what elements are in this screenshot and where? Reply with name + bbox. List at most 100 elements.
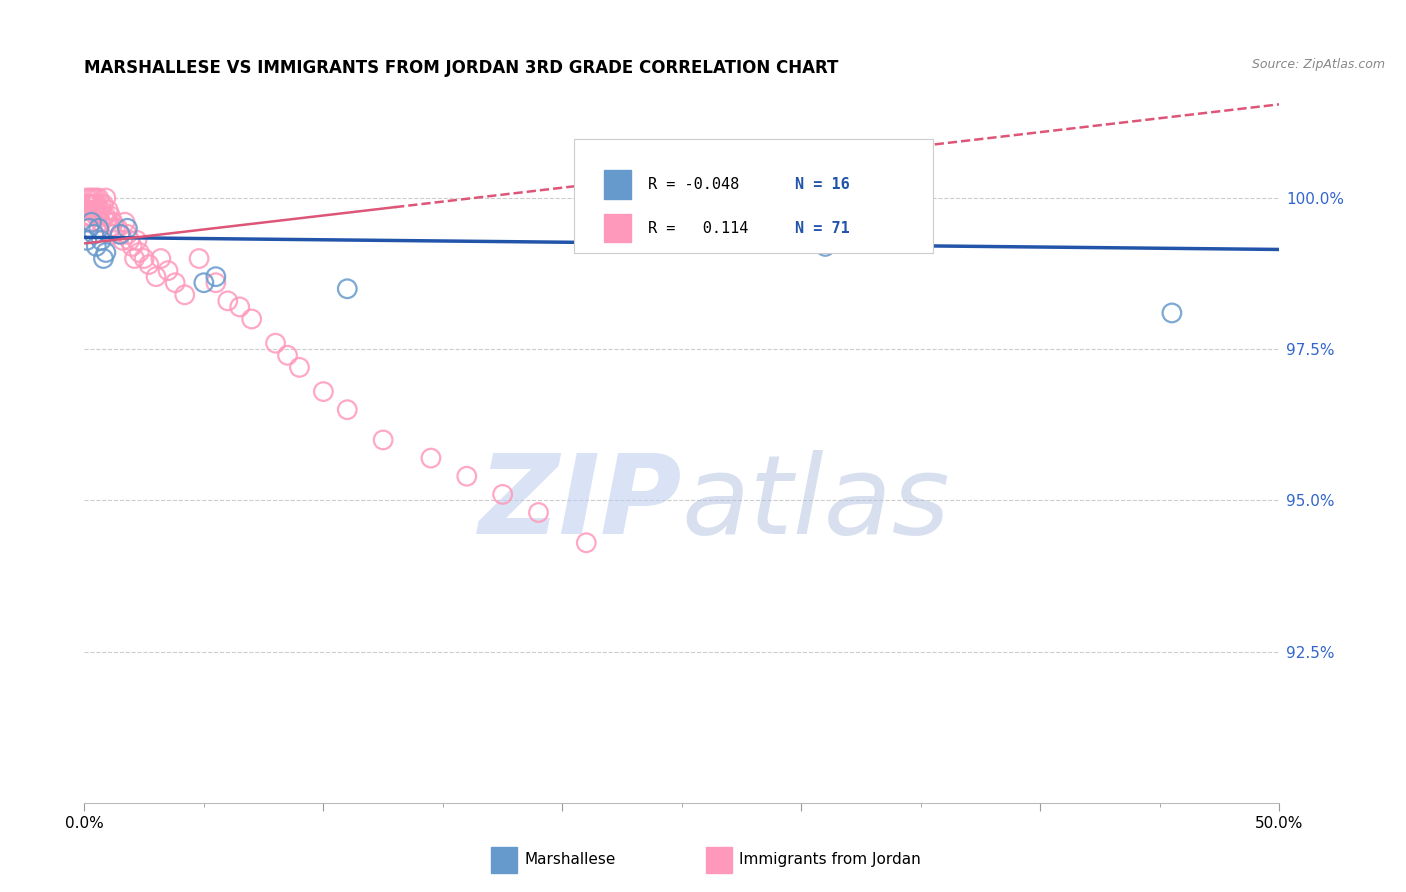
Point — [83, 203, 105, 218]
Point — [94, 191, 117, 205]
Point — [94, 209, 117, 223]
Point — [97, 203, 120, 218]
Point — [118, 233, 141, 247]
FancyBboxPatch shape — [605, 214, 630, 243]
Point — [336, 402, 359, 417]
FancyBboxPatch shape — [575, 139, 934, 253]
Point — [205, 276, 228, 290]
Point — [110, 227, 132, 242]
Point — [76, 203, 98, 218]
Point — [336, 282, 359, 296]
Point — [76, 191, 98, 205]
Point — [110, 227, 132, 242]
Point — [264, 336, 287, 351]
Point — [138, 258, 160, 272]
Point — [456, 469, 478, 483]
Point — [93, 252, 115, 266]
Point — [90, 197, 112, 211]
Y-axis label: 3rd Grade: 3rd Grade — [0, 408, 7, 484]
Point — [188, 252, 211, 266]
Point — [101, 227, 124, 242]
Point — [77, 191, 100, 205]
Point — [205, 269, 228, 284]
Point — [575, 535, 598, 549]
Point — [83, 227, 105, 242]
Point — [83, 191, 105, 205]
Point — [229, 300, 252, 314]
Point — [132, 252, 156, 266]
Point — [87, 209, 110, 223]
Point — [77, 209, 100, 223]
Point — [80, 209, 103, 223]
Point — [128, 245, 150, 260]
Point — [86, 239, 108, 253]
Text: Marshallese: Marshallese — [524, 853, 616, 867]
Point — [80, 203, 103, 218]
Text: N = 71: N = 71 — [796, 220, 851, 235]
Point — [86, 203, 108, 218]
Point — [83, 197, 105, 211]
Point — [90, 203, 112, 218]
Point — [76, 197, 98, 211]
FancyBboxPatch shape — [491, 847, 517, 872]
Point — [288, 360, 311, 375]
Point — [100, 221, 122, 235]
Point — [76, 233, 98, 247]
FancyBboxPatch shape — [706, 847, 733, 872]
Point — [100, 209, 122, 223]
Text: MARSHALLESE VS IMMIGRANTS FROM JORDAN 3RD GRADE CORRELATION CHART: MARSHALLESE VS IMMIGRANTS FROM JORDAN 3R… — [84, 59, 839, 77]
Point — [117, 227, 139, 242]
Point — [90, 233, 112, 247]
Point — [420, 451, 443, 466]
Point — [157, 263, 180, 277]
Point — [87, 203, 110, 218]
Point — [527, 506, 550, 520]
Point — [149, 252, 172, 266]
Point — [165, 276, 187, 290]
Point — [193, 276, 215, 290]
Point — [125, 233, 148, 247]
Point — [86, 197, 108, 211]
Text: Source: ZipAtlas.com: Source: ZipAtlas.com — [1251, 58, 1385, 71]
Point — [114, 215, 136, 229]
Point — [173, 288, 195, 302]
Point — [240, 312, 263, 326]
Point — [111, 233, 134, 247]
Point — [492, 487, 515, 501]
Text: Immigrants from Jordan: Immigrants from Jordan — [740, 853, 921, 867]
Text: R = -0.048: R = -0.048 — [648, 177, 740, 192]
Point — [86, 209, 108, 223]
Point — [121, 239, 143, 253]
Point — [80, 197, 103, 211]
Point — [76, 215, 98, 229]
Point — [277, 348, 299, 362]
Point — [77, 197, 100, 211]
Point — [107, 221, 129, 235]
Point — [97, 215, 120, 229]
Point — [77, 203, 100, 218]
Point — [77, 221, 100, 235]
Point — [90, 215, 112, 229]
Text: N = 16: N = 16 — [796, 177, 851, 192]
Text: ZIP: ZIP — [478, 450, 682, 557]
Point — [1161, 306, 1184, 320]
Point — [373, 433, 395, 447]
Point — [104, 221, 127, 235]
Point — [80, 215, 103, 229]
Text: atlas: atlas — [682, 450, 950, 557]
Point — [76, 209, 98, 223]
Point — [145, 269, 167, 284]
Point — [814, 239, 837, 253]
Point — [117, 221, 139, 235]
Point — [101, 215, 124, 229]
Point — [93, 197, 115, 211]
Point — [80, 215, 103, 229]
Point — [93, 209, 115, 223]
Point — [217, 293, 239, 308]
Point — [86, 191, 108, 205]
Point — [87, 221, 110, 235]
Point — [312, 384, 335, 399]
Point — [80, 191, 103, 205]
Point — [87, 191, 110, 205]
Point — [124, 252, 146, 266]
